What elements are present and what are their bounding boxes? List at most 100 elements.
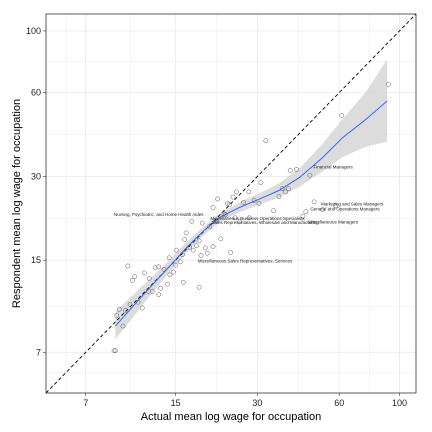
data-point (258, 180, 264, 185)
y-axis-ticks: 7 15 30 60 100 (26, 26, 46, 357)
data-point (279, 186, 285, 192)
identity-reference-line (45, 13, 417, 394)
data-point (256, 201, 262, 206)
data-point (237, 219, 242, 225)
y-tick-label: 60 (31, 88, 41, 98)
annotations: Financial Managers Marketing and Sales Ma… (114, 165, 384, 264)
point-annotation: Miscellaneous Sales Representatives, Ser… (198, 259, 293, 264)
data-point (152, 265, 158, 271)
data-point (386, 81, 391, 87)
data-point (187, 244, 193, 250)
x-tick-label: 30 (252, 398, 262, 408)
data-point (170, 269, 176, 275)
data-point (223, 212, 228, 217)
y-tick-label: 15 (31, 255, 41, 265)
data-point (207, 224, 212, 229)
data-point (194, 243, 199, 249)
data-point (113, 348, 118, 353)
data-point (135, 299, 141, 305)
point-annotation: Marketing and Sales Managers (321, 201, 384, 206)
data-point (156, 264, 162, 270)
data-point (320, 207, 325, 212)
data-point (120, 323, 126, 329)
y-tick-label: 30 (31, 171, 41, 181)
data-point (283, 189, 288, 195)
smooth-line (114, 100, 388, 327)
data-point (190, 247, 196, 253)
data-point (246, 189, 252, 195)
data-point (210, 244, 216, 249)
point-annotation: Nursing, Psychiatric, and Home Health Ai… (114, 212, 204, 217)
data-point (127, 302, 133, 307)
x-tick-label: 7 (83, 398, 88, 408)
data-point (156, 292, 162, 297)
data-point (307, 172, 313, 178)
data-point (132, 274, 138, 279)
data-point (116, 306, 122, 312)
data-point (311, 199, 317, 205)
data-point (173, 262, 178, 268)
data-point (145, 288, 151, 294)
data-point (230, 194, 236, 200)
data-point (227, 202, 232, 207)
data-point (241, 200, 247, 205)
data-point (204, 250, 210, 256)
data-point (251, 198, 257, 203)
y-tick-label: 100 (26, 26, 41, 36)
data-point (180, 252, 185, 258)
data-point (177, 259, 183, 265)
data-point (286, 186, 291, 192)
data-point (141, 270, 147, 276)
x-axis-ticks: 7 15 30 60 100 (83, 393, 407, 408)
data-point (161, 267, 167, 272)
point-annotation: Miscellaneous Business Operations Specia… (210, 216, 305, 221)
panel-border (45, 13, 417, 394)
data-point (210, 205, 216, 210)
smooth-trend-line (114, 100, 388, 327)
data-point (130, 277, 135, 283)
data-point (214, 218, 219, 224)
data-point (167, 272, 173, 278)
data-point (218, 236, 224, 242)
data-point (180, 279, 186, 285)
data-point (339, 113, 345, 118)
data-point (234, 189, 239, 195)
data-point (232, 215, 238, 221)
data-point (165, 281, 170, 287)
data-point (246, 215, 252, 221)
data-point (111, 348, 117, 353)
data-point (139, 305, 145, 311)
data-point (333, 203, 338, 209)
y-tick-label: 7 (36, 347, 41, 357)
data-point (166, 255, 172, 261)
data-point (263, 138, 269, 144)
point-annotation: Sales Representatives, Wholesale and Man… (212, 220, 320, 225)
data-point (199, 220, 205, 226)
data-point (303, 209, 309, 215)
data-point (228, 250, 233, 255)
point-annotation: General and Operations Managers (310, 207, 380, 212)
data-point (174, 247, 179, 253)
data-point (149, 288, 155, 294)
data-point (203, 245, 208, 251)
point-annotation: Miscellaneous Managers (308, 220, 359, 225)
data-point (182, 237, 188, 242)
x-tick-label: 60 (334, 398, 344, 408)
data-point (276, 194, 282, 199)
data-point (198, 253, 204, 258)
data-point (146, 276, 152, 281)
data-point (114, 313, 120, 318)
data-points (111, 81, 391, 353)
x-axis-title: Actual mean log wage for occupation (141, 411, 321, 423)
data-point (271, 208, 276, 214)
data-point (183, 230, 189, 236)
ribbon-area (115, 59, 388, 340)
data-point (215, 196, 220, 202)
data-point (287, 168, 293, 173)
data-point (189, 218, 195, 224)
y-axis-title: Respondent mean log wage for occupation (11, 99, 23, 308)
point-annotation: Financial Managers (314, 165, 354, 170)
data-point (125, 263, 131, 269)
reference-line (45, 13, 417, 394)
